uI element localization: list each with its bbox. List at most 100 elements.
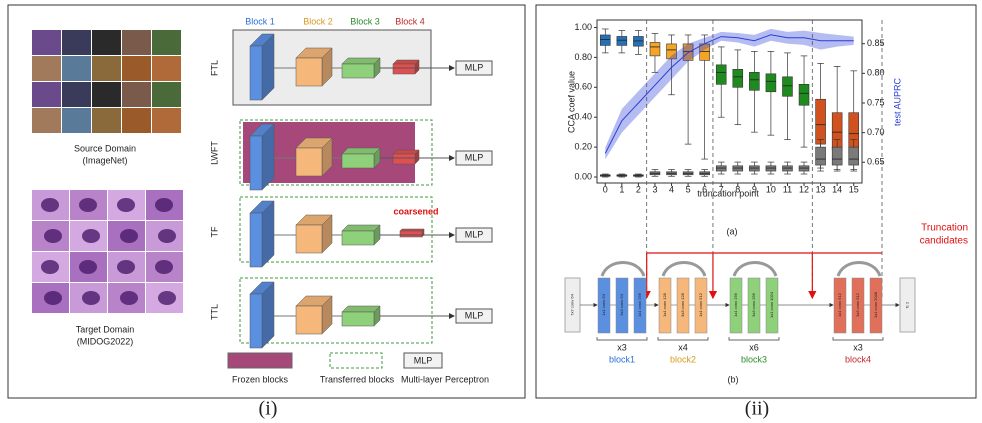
- block-front: [392, 153, 416, 165]
- block-front: [295, 305, 323, 335]
- row-label: LWFT: [209, 141, 219, 165]
- block-top: [392, 59, 420, 65]
- mlp-label: MLP: [465, 62, 484, 72]
- confidence-band: [605, 28, 854, 160]
- source-image: [122, 30, 151, 55]
- nucleus: [155, 260, 173, 274]
- block-top: [341, 57, 381, 65]
- repeat-label: x3: [853, 342, 863, 352]
- nucleus: [120, 291, 138, 305]
- x-tick-label: 12: [799, 184, 809, 194]
- layer-label: 1x1 conv 512: [837, 292, 842, 317]
- layer: [597, 277, 611, 334]
- source-image: [122, 56, 151, 81]
- nucleus: [82, 291, 100, 305]
- panel-border: [7, 4, 526, 399]
- block-name: block3: [741, 354, 767, 364]
- x-tick-label: 10: [766, 184, 776, 194]
- layer: [633, 277, 647, 334]
- legend-frozen: Frozen blocks: [232, 374, 289, 384]
- block-front: [341, 153, 375, 169]
- layer-label: 3x3 conv 256: [751, 292, 756, 317]
- target-name: (MIDOG2022): [77, 336, 134, 346]
- repeat-arc: [600, 261, 646, 277]
- legend-transferred-swatch: [329, 352, 383, 369]
- source-image: [62, 30, 91, 55]
- block-front: [392, 63, 416, 75]
- repeat-arc: [661, 261, 707, 277]
- y-tick-label: 1.00: [574, 22, 592, 32]
- layer-label: 1x1 conv 2048: [873, 291, 878, 318]
- nucleus: [117, 260, 135, 274]
- y-axis-label: CCA coef value: [566, 71, 576, 133]
- repeat-label: x3: [617, 342, 627, 352]
- x-tick-label: 5: [686, 184, 691, 194]
- layer: [729, 277, 743, 334]
- truncation-label: Truncation: [921, 223, 968, 234]
- nucleus: [82, 229, 100, 243]
- chart-caption: (a): [727, 226, 738, 236]
- bracket: [596, 337, 648, 341]
- diagram-caption: (b): [728, 374, 739, 384]
- layer: [765, 277, 779, 334]
- source-image: [32, 108, 61, 133]
- box: [782, 76, 793, 97]
- block-front: [399, 230, 423, 238]
- x-tick-label: 4: [669, 184, 674, 194]
- head-label: fc 2: [905, 301, 910, 308]
- block-header: Block 2: [303, 16, 333, 26]
- layer: [658, 277, 672, 334]
- layer-label: 1x1 conv 256: [733, 292, 738, 317]
- block-front: [341, 311, 375, 327]
- layer: [833, 277, 847, 334]
- block-front: [249, 45, 263, 101]
- block-top: [392, 149, 420, 155]
- block-name: block4: [845, 354, 871, 364]
- nucleus: [41, 260, 59, 274]
- layer-label: 3x3 conv 512: [855, 292, 860, 317]
- x-tick-label: 13: [816, 184, 826, 194]
- block-top: [399, 228, 425, 232]
- block-name: block1: [609, 354, 635, 364]
- block-front: [249, 293, 263, 349]
- x-tick-label: 1: [619, 184, 624, 194]
- box: [765, 73, 777, 93]
- x-tick-label: 7: [719, 184, 724, 194]
- box: [649, 42, 661, 57]
- source-name: (ImageNet): [82, 155, 127, 165]
- mlp-label: MLP: [465, 152, 484, 162]
- source-image: [152, 30, 181, 55]
- layer-label: 3x3 conv 64: [619, 293, 624, 315]
- mlp-box: [455, 150, 493, 166]
- row-label: FTL: [209, 60, 219, 76]
- block-front: [341, 63, 375, 79]
- x-tick-label: 2: [636, 184, 641, 194]
- source-image: [92, 30, 121, 55]
- source-image: [92, 56, 121, 81]
- block-front: [295, 57, 323, 87]
- layer-label: 1x1 conv 256: [637, 292, 642, 317]
- mlp-box: [455, 227, 493, 243]
- source-image: [92, 82, 121, 107]
- x-tick-label: 14: [832, 184, 842, 194]
- stem-label: 7x7 conv 64: [570, 293, 575, 315]
- mlp-box: [455, 60, 493, 76]
- nucleus: [41, 198, 59, 212]
- nucleus: [155, 198, 173, 212]
- nucleus: [117, 198, 135, 212]
- nucleus: [158, 229, 176, 243]
- legend-mlp: MLP: [414, 355, 433, 365]
- x-tick-label: 0: [603, 184, 608, 194]
- y2-tick-label: 0.70: [867, 127, 885, 137]
- block-front: [249, 135, 263, 191]
- source-image: [122, 82, 151, 107]
- x-tick-label: 3: [652, 184, 657, 194]
- repeat-label: x4: [678, 342, 688, 352]
- y-tick-label: 0.60: [574, 82, 592, 92]
- nucleus: [158, 291, 176, 305]
- layer-label: 1x1 conv 1024: [769, 291, 774, 318]
- box: [798, 84, 810, 106]
- layer: [694, 277, 708, 334]
- y2-tick-label: 0.85: [867, 38, 885, 48]
- box: [666, 43, 677, 60]
